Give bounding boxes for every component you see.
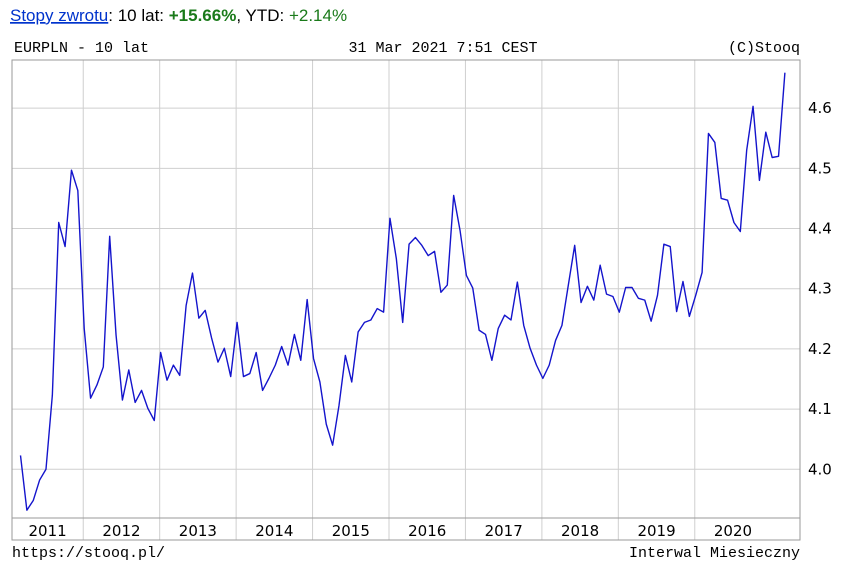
x-tick-label: 2013 [179,522,217,540]
y-tick-label: 4.4 [808,220,832,238]
x-tick-label: 2014 [255,522,293,540]
chart-date: 31 Mar 2021 7:51 CEST [348,40,537,57]
y-tick-label: 4.1 [808,400,832,418]
x-tick-label: 2017 [485,522,523,540]
y-tick-label: 4.6 [808,99,832,117]
x-tick-label: 2018 [561,522,599,540]
chart-title: EURPLN - 10 lat [14,40,149,57]
x-tick-label: 2020 [714,522,752,540]
header: Stopy zwrotu: 10 lat: +15.66%, YTD: +2.1… [10,6,347,25]
return-value: +15.66% [169,6,237,25]
ytd-value: +2.14% [289,6,347,25]
copyright: (C)Stooq [728,40,800,57]
interval-label: Interwal Miesieczny [629,545,800,562]
x-tick-label: 2011 [29,522,67,540]
price-line [19,72,786,511]
footer-url: https://stooq.pl/ [12,545,165,562]
header-text: , YTD: [236,6,289,25]
header-text: : 10 lat: [108,6,168,25]
x-tick-label: 2016 [408,522,446,540]
y-tick-label: 4.2 [808,340,832,358]
y-tick-label: 4.5 [808,159,832,177]
x-tick-label: 2015 [332,522,370,540]
y-tick-label: 4.3 [808,280,832,298]
returns-link[interactable]: Stopy zwrotu [10,6,108,25]
plot-frame [11,59,801,541]
y-tick-label: 4.0 [808,460,832,478]
x-tick-label: 2019 [637,522,675,540]
x-tick-label: 2012 [102,522,140,540]
